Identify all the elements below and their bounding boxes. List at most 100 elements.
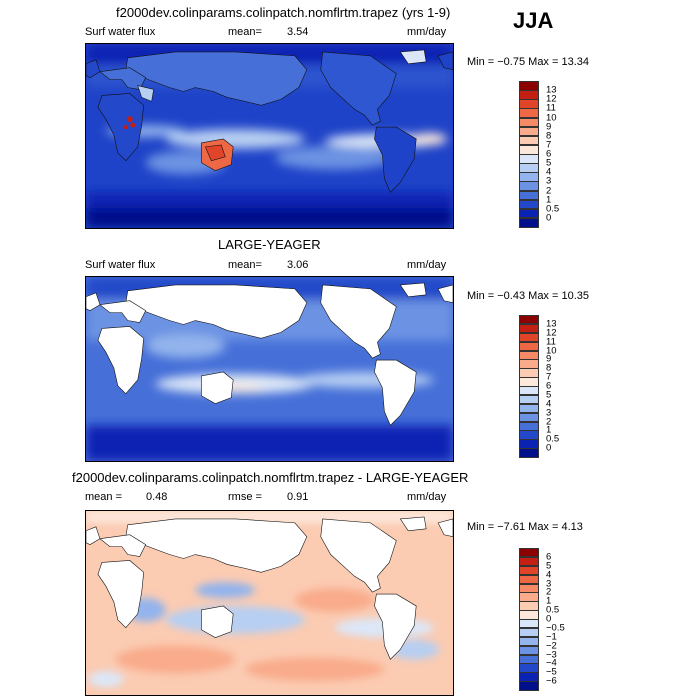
panel1-map [85, 43, 454, 229]
panel2-colorbar-swatch [519, 448, 539, 458]
panel2-colorbar-tick-label: 2 [546, 415, 552, 427]
panel3-mean-label: mean = [85, 491, 122, 503]
panel2-colorbar-swatch [519, 377, 539, 387]
panel3-colorbar-swatch [519, 645, 539, 655]
panel2-colorbar-tick-label: 0.5 [546, 433, 560, 445]
panel2-colorbar-tick-label: 3 [546, 406, 552, 418]
panel1-colorbar-tick-label: 9 [546, 120, 552, 132]
panel1-colorbar-tick-label: 10 [546, 111, 557, 123]
panel1-colorbar-tick-label: 4 [546, 166, 552, 178]
panel2-colorbar-swatch [519, 386, 539, 396]
panel1-mean-label: mean= [228, 26, 262, 38]
panel3-colorbar-tick-label: 2 [546, 586, 552, 598]
panel2-colorbar-swatch [519, 359, 539, 369]
panel2-colorbar-swatch [519, 350, 539, 360]
panel2-units: mm/day [407, 259, 447, 271]
panel3-colorbar-swatch [519, 627, 539, 638]
panel3-colorbar-swatch [519, 592, 539, 602]
panel3-colorbar-swatch [519, 654, 539, 664]
panel3-colorbar-swatch [519, 565, 539, 576]
panel2-colorbar-swatch [519, 332, 539, 343]
panel2-colorbar-tick-label: 11 [546, 335, 556, 347]
season-label: JJA [513, 8, 554, 33]
panel3-colorbar-tick-label: −0.5 [546, 622, 565, 634]
panel2-colorbar-swatch [519, 421, 539, 431]
panel2-colorbar-swatch [519, 430, 539, 440]
panel3-colorbar-tick-label: −2 [546, 639, 557, 651]
panel1-colorbar-tick-label: 0.5 [546, 203, 560, 214]
panel2-colorbar-tick-label: 13 [546, 318, 557, 330]
panel2-colorbar-swatch [519, 412, 539, 422]
panel1-colorbar-tick-label: 0 [546, 212, 552, 224]
panel3-colorbar-tick-label: −4 [546, 657, 557, 669]
panel1-mean-value: 3.54 [287, 26, 309, 38]
panel3-colorbar-tick-label: 3 [546, 577, 552, 589]
panel1-title: f2000dev.colinparams.colinpatch.nomflrtm… [116, 5, 451, 20]
panel2-colorbar-swatch [519, 394, 539, 405]
panel3-map [85, 510, 454, 696]
panel3-colorbar-tick-label: 0 [546, 613, 552, 625]
panel1-colorbar-tick-label: 2 [546, 184, 552, 196]
panel2-colorbar-tick-label: 1 [546, 424, 552, 436]
panel2-colorbar-swatch [519, 368, 539, 378]
panel3-colorbar-swatch [519, 636, 539, 647]
panel2-colorbar-swatch [519, 341, 539, 351]
panel3-colorbar-swatch [519, 556, 539, 567]
panel3-colorbar-swatch [519, 583, 539, 593]
panel2-colorbar-tick-label: 12 [546, 327, 557, 338]
panel2-colorbar-swatch [519, 315, 539, 325]
panel1-colorbar-tick-label: 13 [546, 84, 557, 96]
panel1-minmax: Min = −0.75 Max = 13.34 [467, 56, 589, 68]
panel3-colorbar-tick-label: 6 [546, 551, 552, 563]
panel1-colorbar-tick-label: 6 [546, 148, 552, 160]
panel3-colorbar-tick-label: −3 [546, 648, 557, 660]
panel3-units: mm/day [407, 491, 447, 503]
panel3-colorbar-swatch [519, 663, 539, 673]
panel3-colorbar-swatch [519, 681, 539, 691]
panel1-colorbar-tick-label: 3 [546, 175, 552, 187]
panel2-map [85, 276, 454, 462]
panel2-variable-label: Surf water flux [85, 259, 156, 271]
panel3-colorbar-swatch [519, 672, 539, 682]
panel2-colorbar-tick-label: 7 [546, 371, 552, 383]
panel1-colorbar-tick-label: 7 [546, 139, 552, 151]
panel3-colorbar-tick-label: −1 [546, 631, 557, 642]
panel3-rmse-value: 0.91 [287, 491, 309, 503]
panel3-colorbar-tick-label: 5 [546, 560, 552, 571]
panel2-colorbar-swatch [519, 439, 539, 449]
panel2-colorbar-tick-label: 0 [546, 442, 552, 454]
panel2-title: LARGE-YEAGER [218, 237, 321, 252]
panel3-rmse-label: rmse = [228, 491, 262, 503]
panel3-minmax: Min = −7.61 Max = 4.13 [467, 521, 583, 533]
panel3-colorbar-swatch [519, 574, 539, 584]
panel2-colorbar-tick-label: 9 [546, 353, 552, 365]
panel3-colorbar-swatch [519, 619, 539, 629]
panel2-colorbar-tick-label: 10 [546, 344, 557, 356]
panel2-colorbar-swatch [519, 323, 539, 334]
panel3-colorbar-swatch [519, 601, 539, 611]
panel2-mean-label: mean= [228, 259, 262, 271]
panel1-units: mm/day [407, 26, 447, 38]
panel2-colorbar-swatch [519, 403, 539, 414]
panel3-colorbar-tick-label: 0.5 [546, 604, 560, 616]
panel2-colorbar-tick-label: 8 [546, 362, 552, 374]
panel3-mean-value: 0.48 [146, 491, 168, 503]
panel1-colorbar-swatch [519, 217, 539, 228]
panel1-colorbar: 13 12 11 10 9 8 7 6 5 4 3 2 1 0.5 0 [519, 81, 559, 228]
panel2-minmax: Min = −0.43 Max = 10.35 [467, 290, 589, 302]
panel1-colorbar-tick-label: 5 [546, 157, 552, 169]
panel1-colorbar-tick-label: 1 [546, 193, 552, 205]
panel3-colorbar-swatch [519, 610, 539, 620]
panel2-mean-value: 3.06 [287, 259, 309, 271]
panel1-colorbar-tick-label: 8 [546, 130, 552, 141]
panel2-colorbar-tick-label: 5 [546, 389, 552, 401]
panel1-colorbar-tick-label: 11 [546, 102, 556, 114]
panel3-colorbar-tick-label: −5 [546, 666, 557, 678]
panel2-colorbar-tick-label: 6 [546, 380, 552, 392]
panel3-title: f2000dev.colinparams.colinpatch.nomflrtm… [72, 470, 469, 485]
panel3-colorbar-tick-label: 4 [546, 568, 552, 580]
panel1-colorbar-tick-label: 12 [546, 93, 557, 105]
panel3-colorbar-tick-label: 1 [546, 595, 552, 607]
panel3-colorbar-swatch [519, 548, 539, 558]
